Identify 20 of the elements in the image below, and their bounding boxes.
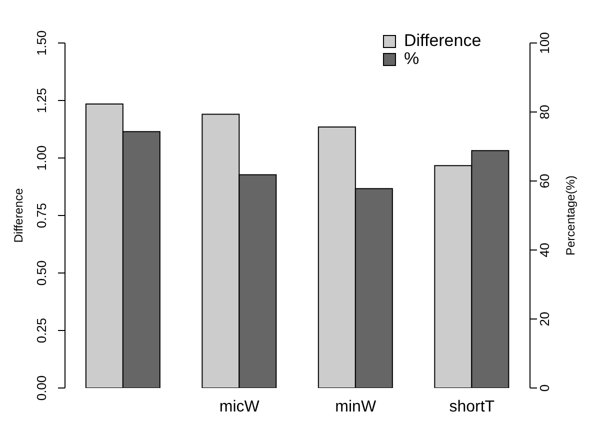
x-tick-label: shortT	[449, 398, 495, 416]
y-axis-title: Difference	[11, 188, 26, 243]
y2-tick-label: 20	[537, 312, 552, 326]
y-tick-label: 0.25	[34, 318, 49, 344]
y-tick-label: 1.25	[34, 88, 49, 114]
x-tick-label: minW	[335, 398, 377, 416]
legend-label: %	[404, 49, 420, 69]
y2-tick-label: 80	[537, 104, 552, 120]
y2-tick-label: 60	[537, 174, 552, 188]
y-tick-label: 1.00	[34, 145, 49, 171]
y2-tick-label: 0	[537, 384, 552, 392]
y-tick-label: 0.50	[34, 260, 49, 286]
y2-tick-label: 100	[537, 32, 552, 54]
y2-tick-label: 40	[537, 242, 552, 258]
y-tick-label: 1.50	[34, 30, 49, 56]
y-tick-label: 0.75	[34, 202, 49, 228]
legend-label: Difference	[404, 31, 482, 51]
y2-axis-title: Percentage(%)	[563, 175, 578, 256]
x-tick-label: micW	[219, 398, 260, 416]
y-tick-label: 0.00	[34, 375, 49, 401]
